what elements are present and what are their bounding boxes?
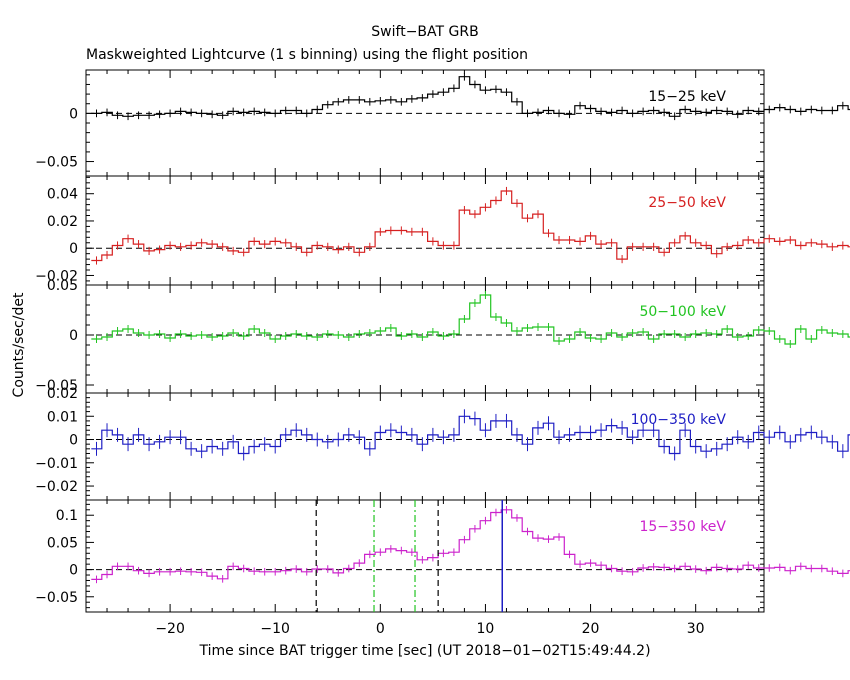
x-tick-label: 30: [687, 621, 705, 637]
series-line: [91, 190, 850, 262]
panel-frame: [85, 175, 765, 286]
y-tick-label: 0.01: [47, 409, 78, 425]
chart-subtitle: Maskweighted Lightcurve (1 s binning) us…: [86, 47, 528, 63]
band-label: 100−350 keV: [631, 412, 727, 428]
y-tick-label: 0: [69, 241, 78, 257]
band-label: 15−25 keV: [648, 89, 726, 105]
band-label: 15−350 keV: [639, 519, 726, 535]
series-line: [91, 76, 850, 117]
y-tick-label: −0.01: [35, 456, 78, 472]
series-line: [91, 415, 850, 455]
y-tick-label: 0: [69, 433, 78, 449]
series-line: [91, 509, 850, 580]
chart-title: Swift−BAT GRB: [371, 24, 478, 40]
panel-frame: [85, 499, 765, 613]
panel-4: 0.02 0.01 0 −0.01 −0.02 100−350 keV: [35, 386, 850, 501]
series-line: [91, 294, 850, 345]
y-tick-label: 0: [69, 328, 78, 344]
panel-2: 0.04 0.02 0 −0.02 25−50 keV: [35, 175, 850, 286]
x-tick-label: −10: [260, 621, 290, 637]
panel-frame: [85, 284, 765, 394]
panel-5: 0.1 0.05 0 −0.05 15−350 keV: [35, 499, 850, 613]
band-label: 25−50 keV: [648, 195, 726, 211]
y-tick-label: 0.05: [47, 535, 78, 551]
y-tick-label: −0.05: [35, 590, 78, 606]
y-tick-label: −0.02: [35, 268, 78, 284]
y-tick-label: 0.05: [47, 278, 78, 294]
y-tick-label: 0.02: [47, 386, 78, 402]
band-label: 50−100 keV: [639, 304, 726, 320]
x-tick-label: −20: [155, 621, 185, 637]
x-tick-label: 20: [582, 621, 600, 637]
x-axis-label: Time since BAT trigger time [sec] (UT 20…: [198, 643, 650, 659]
panel-frame: [85, 69, 765, 177]
y-tick-label: 0.04: [47, 187, 78, 203]
x-tick-label: 0: [376, 621, 385, 637]
y-tick-label: −0.02: [35, 479, 78, 495]
y-tick-label: 0: [69, 106, 78, 122]
y-tick-label: −0.05: [35, 378, 78, 394]
y-axis-label: Counts/sec/det: [11, 292, 27, 397]
y-tick-label: 0: [69, 563, 78, 579]
panel-1: 0 −0.05 15−25 keV: [35, 69, 850, 177]
y-tick-label: 0.02: [47, 214, 78, 230]
x-tick-label: 10: [477, 621, 495, 637]
y-tick-label: −0.05: [35, 155, 78, 171]
panel-3: 0.05 0 −0.05 50−100 keV: [35, 278, 850, 394]
y-tick-label: 0.1: [56, 508, 78, 524]
